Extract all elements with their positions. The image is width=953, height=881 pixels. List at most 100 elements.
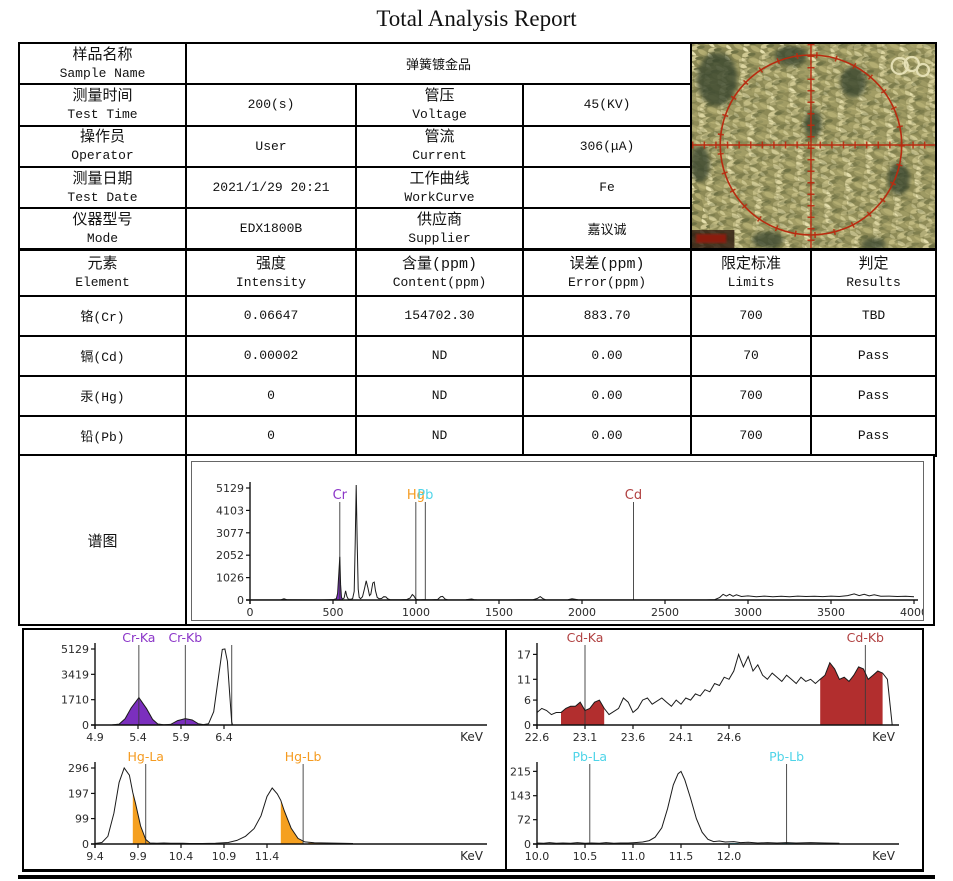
sample-name-label-en: Sample Name: [59, 65, 146, 81]
spectrum-section-label: 谱图: [20, 456, 187, 624]
element-cell: 铬(Cr): [18, 294, 187, 337]
sample-name-value: 弹簧镀金品: [184, 41, 693, 86]
header-results: 判定 Results: [810, 248, 938, 297]
sample-photo-image: [693, 44, 935, 248]
result-cell: Pass: [810, 374, 938, 417]
element-row-hg: 汞(Hg) 0 ND 0.00 700 Pass: [18, 374, 938, 417]
instrument-model-label: 仪器型号 Mode: [18, 207, 187, 251]
svg-text:10.4: 10.4: [169, 850, 194, 863]
intensity-cell: 0.00002: [185, 334, 357, 377]
svg-text:500: 500: [323, 606, 344, 619]
svg-text:Cd-Ka: Cd-Ka: [567, 631, 604, 645]
cd-peak-chart: Cd-Ka Cd-Kb 0 6 11 17 22.6 23.1 23.6 24.1 24.6 KeV: [517, 631, 899, 744]
header-error: 误差(ppm) Error(ppm): [521, 248, 693, 297]
svg-text:Cd: Cd: [625, 488, 642, 503]
header-content: 含量(ppm) Content(ppm): [355, 248, 524, 297]
photo-spring-coil-highlight: [890, 55, 931, 78]
test-time-value: 200(s): [185, 83, 357, 127]
svg-text:5129: 5129: [61, 643, 89, 656]
report-bottom-border: [18, 875, 935, 879]
svg-text:2052: 2052: [216, 549, 244, 562]
svg-text:4000: 4000: [900, 606, 923, 619]
info-row-sample: 样品名称 Sample Name 弹簧镀金品: [18, 41, 938, 251]
header-limits: 限定标准 Limits: [690, 248, 813, 297]
svg-text:3077: 3077: [216, 527, 244, 540]
sample-photo-cell: [690, 42, 938, 251]
svg-text:Hg: Hg: [407, 488, 425, 503]
info-row: 测量时间 Test Time 200(s) 管压 Voltage 45(KV): [18, 83, 936, 127]
svg-text:5.9: 5.9: [172, 731, 190, 744]
element-cell: 镉(Cd): [18, 334, 187, 377]
test-date-label: 测量日期 Test Date: [18, 165, 187, 210]
svg-text:9.4: 9.4: [86, 850, 104, 863]
element-row-cr: 铬(Cr) 0.06647 154702.30 883.70 700 TBD: [18, 294, 938, 337]
svg-text:5.4: 5.4: [129, 731, 147, 744]
svg-text:Cr: Cr: [333, 488, 348, 503]
svg-text:17: 17: [517, 648, 531, 661]
svg-text:4103: 4103: [216, 504, 244, 517]
svg-text:99: 99: [75, 813, 89, 826]
svg-text:0: 0: [82, 719, 89, 732]
result-cell: Pass: [810, 414, 938, 457]
svg-text:10.5: 10.5: [573, 850, 598, 863]
svg-text:3000: 3000: [734, 606, 762, 619]
svg-text:11.4: 11.4: [255, 850, 280, 863]
svg-text:2000: 2000: [568, 606, 596, 619]
header-element: 元素 Element: [18, 248, 187, 297]
svg-text:4.9: 4.9: [86, 731, 104, 744]
current-label: 管流 Current: [355, 124, 524, 168]
error-cell: 883.70: [521, 294, 693, 337]
svg-text:0: 0: [237, 594, 244, 607]
svg-text:9.9: 9.9: [129, 850, 147, 863]
element-row-cd: 镉(Cd) 0.00002 ND 0.00 70 Pass: [18, 334, 938, 377]
svg-text:Pb: Pb: [417, 488, 433, 503]
operator-label: 操作员 Operator: [18, 124, 187, 168]
spectrum-chart-frame: Cr Hg Pb Cd 0 1026 2052 3077 4103 5129 0 500 1000 150…: [191, 461, 928, 621]
page-title: Total Analysis Report: [376, 6, 577, 31]
svg-text:Cr-Kb: Cr-Kb: [168, 631, 202, 645]
test-time-label: 测量时间 Test Time: [18, 83, 187, 127]
intensity-cell: 0: [185, 374, 357, 417]
svg-text:296: 296: [68, 762, 89, 775]
intensity-cell: 0: [185, 414, 357, 457]
limits-cell: 70: [690, 334, 813, 377]
svg-text:22.6: 22.6: [525, 731, 550, 744]
limits-cell: 700: [690, 374, 813, 417]
voltage-label: 管压 Voltage: [355, 83, 524, 127]
test-date-value: 2021/1/29 20:21: [185, 165, 357, 210]
cr-peak-chart: Cr-Ka Cr-Kb 0 1710 3419 5129 4.9 5.4 5.9 6.4 KeV: [61, 631, 487, 744]
info-row: 仪器型号 Mode EDX1800B 供应商 Supplier 嘉议诚: [18, 207, 936, 251]
result-cell: TBD: [810, 294, 938, 337]
error-cell: 0.00: [521, 374, 693, 417]
svg-text:10.9: 10.9: [212, 850, 237, 863]
svg-text:6.4: 6.4: [215, 731, 233, 744]
svg-text:24.1: 24.1: [669, 731, 694, 744]
svg-text:0: 0: [524, 719, 531, 732]
photo-dark-patches: [693, 46, 910, 248]
svg-text:Hg-La: Hg-La: [128, 750, 164, 764]
element-peak-charts-panel: Cr-Ka Cr-Kb 0 1710 3419 5129 4.9 5.4 5.9 6.4 KeV H…: [22, 628, 924, 872]
svg-text:11.0: 11.0: [621, 850, 646, 863]
limits-cell: 700: [690, 414, 813, 457]
svg-text:11.5: 11.5: [669, 850, 694, 863]
element-cell: 铅(Pb): [18, 414, 187, 457]
error-cell: 0.00: [521, 334, 693, 377]
content-cell: ND: [355, 374, 524, 417]
svg-text:Cd-Kb: Cd-Kb: [847, 631, 884, 645]
sample-name-label-cn: 样品名称: [72, 46, 133, 64]
svg-text:KeV: KeV: [872, 849, 896, 863]
svg-text:3500: 3500: [817, 606, 845, 619]
svg-text:1026: 1026: [216, 572, 244, 585]
photo-reticle: [693, 44, 935, 248]
svg-text:11: 11: [517, 673, 531, 686]
info-row: 操作员 Operator User 管流 Current 306(μA): [18, 124, 936, 168]
svg-text:143: 143: [510, 790, 531, 803]
spectrum-section: 谱图 Cr Hg Pb Cd 0 1026 2052 3077 4103 5129 0 500 1000…: [18, 454, 935, 626]
svg-text:215: 215: [510, 765, 531, 778]
svg-text:72: 72: [517, 814, 531, 827]
svg-text:Hg-Lb: Hg-Lb: [285, 750, 322, 764]
svg-text:KeV: KeV: [872, 730, 896, 744]
svg-text:1000: 1000: [402, 606, 430, 619]
svg-text:2500: 2500: [651, 606, 679, 619]
